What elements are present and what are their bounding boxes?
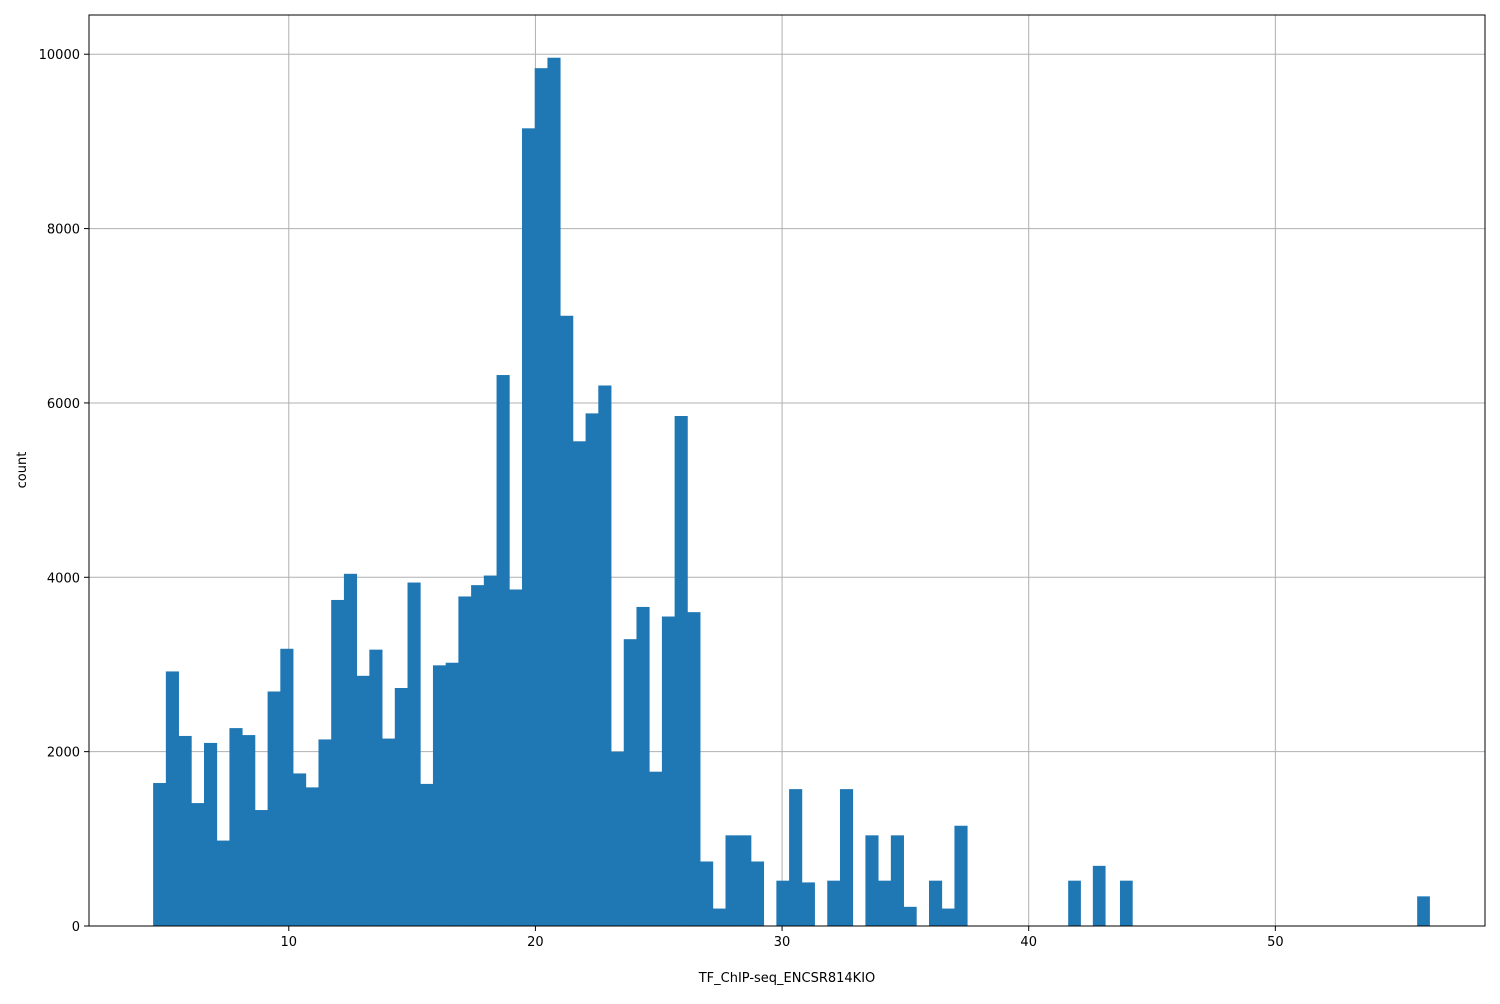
histogram-bar <box>661 616 676 926</box>
histogram-bar <box>1119 880 1133 926</box>
x-tick-label: 30 <box>774 935 791 950</box>
x-tick-label: 50 <box>1267 935 1284 950</box>
histogram-bar <box>611 751 625 926</box>
histogram-bar <box>750 861 765 926</box>
histogram-bar <box>483 575 497 926</box>
histogram-bar <box>687 612 701 926</box>
histogram-bar <box>712 908 726 926</box>
histogram-bar <box>153 783 167 926</box>
histogram-bar <box>458 596 472 926</box>
histogram-bar <box>432 665 447 926</box>
bars-layer <box>153 57 1430 927</box>
x-axis: 10 20 30 40 50 <box>281 926 1284 950</box>
histogram-bar <box>1092 865 1106 926</box>
x-tick-label: 20 <box>527 935 544 950</box>
histogram-bar <box>420 783 434 926</box>
histogram-bar <box>407 582 421 926</box>
histogram-bar <box>1417 896 1430 926</box>
y-axis: 0 2000 4000 6000 8000 10000 <box>39 48 89 935</box>
histogram-bar <box>560 315 574 927</box>
histogram-bar <box>700 861 714 926</box>
histogram-bar <box>839 789 854 926</box>
histogram-bar <box>521 128 536 926</box>
histogram-bar <box>801 882 815 926</box>
histogram-bar <box>216 840 230 926</box>
y-tick-label: 10000 <box>39 48 80 63</box>
histogram-bar <box>890 835 904 926</box>
histogram-bar <box>242 735 256 926</box>
x-tick-label: 10 <box>281 935 298 950</box>
histogram-bar <box>789 789 803 926</box>
y-axis-label: count <box>15 452 30 489</box>
histogram-bar <box>827 880 841 926</box>
x-axis-label: TF_ChIP-seq_ENCSR814KIO <box>698 971 876 986</box>
histogram-bar <box>941 908 955 926</box>
histogram-bar <box>598 385 612 926</box>
histogram-bar <box>356 675 370 926</box>
histogram-bar <box>229 728 243 926</box>
histogram-bar <box>929 880 943 926</box>
histogram-bar <box>204 742 218 926</box>
histogram-bar <box>318 739 332 926</box>
histogram-bar <box>471 585 485 926</box>
histogram-bar <box>382 738 396 926</box>
histogram-bar <box>445 662 459 926</box>
histogram-bar <box>369 649 383 926</box>
y-tick-label: 0 <box>72 920 80 935</box>
histogram-bar <box>343 573 358 926</box>
histogram-bar <box>878 880 892 926</box>
histogram-bar <box>191 803 205 926</box>
y-tick-label: 2000 <box>47 746 80 761</box>
histogram-bar <box>585 413 599 926</box>
histogram-bar <box>254 810 269 926</box>
histogram-bar <box>725 835 739 926</box>
histogram-bar <box>305 787 319 926</box>
histogram-bar <box>534 68 548 927</box>
histogram-bar <box>636 606 650 926</box>
plot-frame <box>88 14 1486 927</box>
histogram-bar <box>903 906 917 926</box>
histogram-bar <box>496 375 510 926</box>
histogram-bar <box>547 57 561 927</box>
histogram-bar <box>178 735 192 926</box>
histogram-bar <box>280 648 294 926</box>
histogram-bar <box>865 835 879 926</box>
histogram-bar <box>674 416 688 926</box>
histogram-bar <box>267 691 281 926</box>
histogram-bar <box>394 688 408 926</box>
histogram-bar <box>509 589 523 926</box>
histogram-bar <box>572 441 586 926</box>
histogram-bar <box>1068 880 1081 926</box>
histogram-bar <box>776 880 790 926</box>
y-tick-label: 8000 <box>47 223 80 238</box>
y-tick-label: 6000 <box>47 397 80 412</box>
x-tick-label: 40 <box>1020 935 1037 950</box>
histogram-bar <box>293 773 307 926</box>
histogram-bar <box>165 671 179 926</box>
histogram-bar <box>954 825 968 926</box>
histogram-bar <box>649 771 663 926</box>
histogram-bar <box>623 639 637 926</box>
y-tick-label: 4000 <box>47 571 80 586</box>
histogram-bar <box>331 599 345 926</box>
histogram-bar <box>738 835 752 926</box>
